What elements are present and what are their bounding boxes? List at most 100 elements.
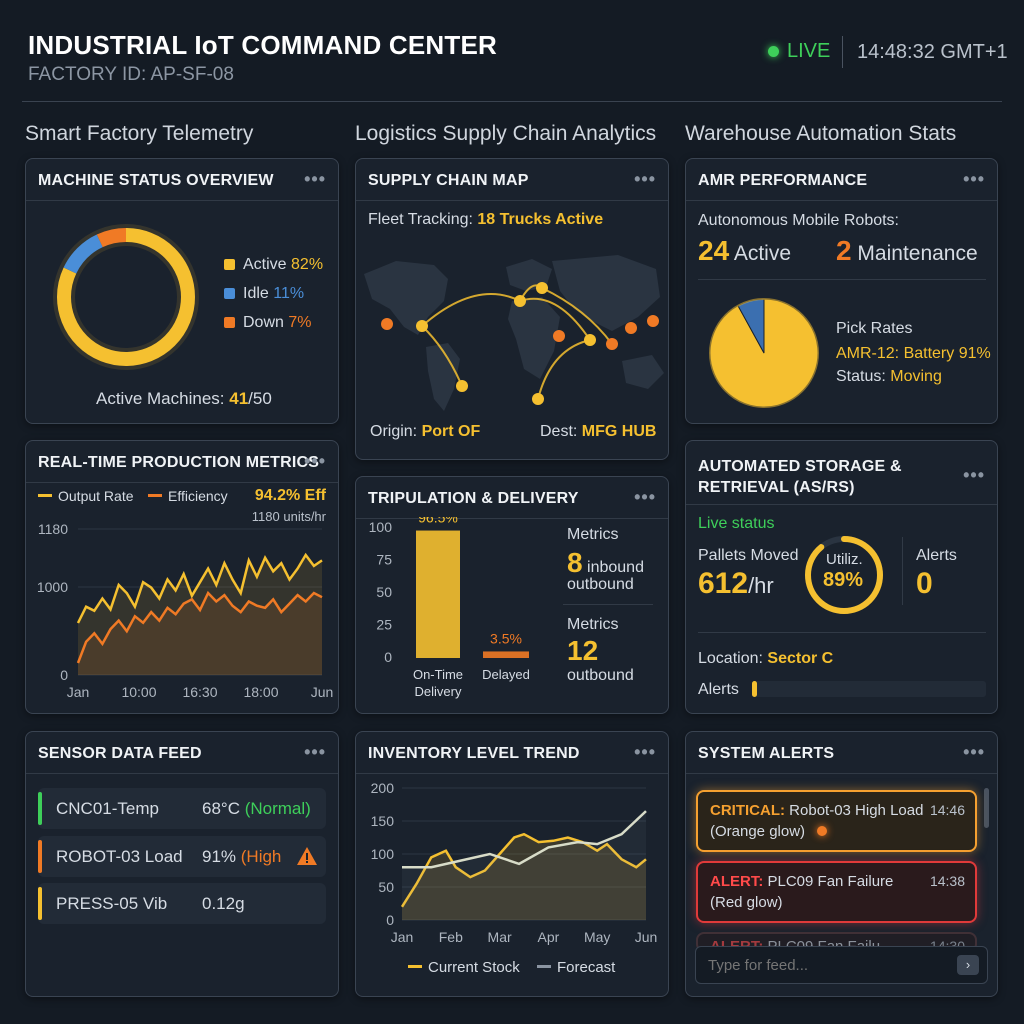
more-options-icon[interactable]: •••: [304, 169, 326, 189]
pick-rates-label: Pick Rates: [836, 320, 913, 337]
production-metrics-panel: REAL-TIME PRODUCTION METRICS ••• Output …: [25, 440, 339, 714]
legend-active: Active 82%: [224, 256, 323, 274]
origin-value: Port OF: [421, 423, 481, 440]
efficiency-value: 94.2% Eff: [254, 487, 326, 504]
inventory-trend-panel: INVENTORY LEVEL TREND ••• 200 150 100 50 0 J…: [355, 731, 669, 997]
utilization-gauge: [805, 536, 883, 614]
legend-label: Down: [243, 314, 284, 331]
series-area-1: [78, 593, 322, 675]
y-tick-label: 0: [384, 649, 392, 665]
legend-efficiency: Efficiency: [148, 488, 228, 504]
sensor-status: (High: [240, 847, 282, 866]
sensor-row[interactable]: CNC01-Temp 68°C (Normal): [38, 788, 326, 829]
series-line-0: [400, 832, 647, 908]
alerts-progress-track: [752, 681, 986, 697]
x-tick-label: Delayed: [482, 667, 530, 682]
more-options-icon[interactable]: •••: [304, 742, 326, 762]
status-bar: [38, 887, 42, 920]
more-options-icon[interactable]: •••: [634, 169, 656, 189]
alert-level: ALERT:: [710, 873, 764, 890]
metrics-label: Metrics: [567, 526, 619, 543]
status-bar: [38, 840, 42, 873]
feed-input[interactable]: ›: [695, 946, 988, 984]
x-tick-label: Delivery: [415, 684, 462, 699]
alert-glow-dot-icon: [817, 826, 828, 836]
y-tick-label: 150: [371, 813, 395, 829]
alert-time: 14:46: [929, 802, 965, 818]
legend-line-icon: [38, 494, 52, 497]
x-tick-label: Apr: [538, 929, 560, 945]
alert-item-critical[interactable]: CRITICAL: Robot-03 High Load (Orange glo…: [696, 790, 977, 852]
feed-input-field[interactable]: [696, 947, 946, 983]
sensor-row[interactable]: ROBOT-03 Load 91% (High: [38, 836, 326, 877]
amr-active-label: Active: [733, 242, 792, 265]
divider: [698, 279, 986, 280]
panel-title: MACHINE STATUS OVERVIEW: [26, 159, 338, 201]
alert-item-fan-failure[interactable]: ALERT: PLC09 Fan Failure (Red glow) 14:3…: [696, 861, 977, 923]
more-options-icon[interactable]: •••: [304, 451, 326, 471]
panel-title: SUPPLY CHAIN MAP: [356, 159, 668, 201]
series-area-current: [402, 834, 646, 920]
y-tick-label: 0: [386, 912, 394, 928]
send-chevron-icon[interactable]: ›: [957, 955, 979, 975]
header-divider: [842, 36, 843, 68]
panel-title: AMR PERFORMANCE: [686, 159, 997, 201]
section-title-logistics: Logistics Supply Chain Analytics: [355, 122, 657, 145]
divider: [902, 537, 903, 605]
legend-label: Current Stock: [428, 959, 520, 976]
series-area-forecast: [402, 811, 646, 920]
section-title-telemetry: Smart Factory Telemetry: [25, 122, 254, 145]
panel-title: SENSOR DATA FEED: [26, 732, 338, 774]
alerts-bar-label: Alerts: [698, 681, 739, 698]
alert-text: PLC09 Fan Failure: [767, 873, 894, 890]
alerts-count: 0: [916, 567, 933, 600]
legend-line-icon: [537, 965, 551, 968]
amr-pie-chart: [709, 298, 819, 408]
production-line-chart: 1180 1000 0 Jan 10:00 16:30 18:00 Jun: [37, 521, 334, 700]
more-options-icon[interactable]: •••: [634, 742, 656, 762]
bar-value-label: 96.5%: [418, 517, 458, 526]
bar-value-label: 3.5%: [490, 630, 522, 646]
bar-0: [416, 530, 460, 658]
x-tick-label: Jun: [311, 684, 334, 700]
series-line-0: [76, 552, 323, 624]
pallets-unit: /hr: [748, 573, 774, 598]
pie-rim: [709, 298, 819, 408]
util-label: Utiliz.: [826, 551, 863, 568]
legend-line-icon: [408, 965, 422, 968]
world-map[interactable]: [356, 239, 669, 419]
more-options-icon[interactable]: •••: [963, 742, 985, 762]
more-options-icon[interactable]: •••: [963, 169, 985, 189]
util-value: 89%: [823, 569, 864, 591]
sensor-row[interactable]: PRESS-05 Vib 0.12g: [38, 883, 326, 924]
legend-label: Output Rate: [58, 488, 134, 504]
legend-label: Idle: [243, 285, 269, 302]
y-tick-label: 200: [371, 780, 395, 796]
live-indicator: LIVE: [768, 40, 830, 63]
more-options-icon[interactable]: •••: [634, 487, 656, 507]
dest-value: MFG HUB: [581, 423, 657, 440]
location-value: Sector C: [767, 650, 834, 667]
delivery-bar-chart: 100 75 50 25 0 96.5% 3.5% On-Time Delivery De…: [369, 517, 530, 699]
outbound-label: outbound: [567, 576, 634, 593]
clock: 14:48:32 GMT+1: [857, 41, 1008, 63]
scrollbar[interactable]: [984, 788, 989, 828]
page-title: INDUSTRIAL IoT COMMAND CENTER: [28, 30, 497, 60]
metrics-label: Metrics: [567, 616, 619, 633]
x-tick-label: Jun: [635, 929, 658, 945]
sensor-value: 0.12g: [202, 894, 245, 913]
active-machines: Active Machines: 41/50: [96, 389, 272, 409]
route-origin: Origin: Port OF: [370, 423, 480, 441]
panel-title-line: RETRIEVAL (AS/RS): [698, 479, 855, 496]
dest-label: Dest:: [540, 423, 578, 440]
fleet-value: 18 Trucks Active: [477, 211, 604, 228]
panel-title: SYSTEM ALERTS: [686, 732, 997, 774]
x-tick-label: 10:00: [121, 684, 156, 700]
more-options-icon[interactable]: •••: [963, 465, 985, 485]
sensor-name: ROBOT-03 Load: [56, 847, 183, 866]
outbound-label: outbound: [567, 667, 634, 684]
amr-subtitle: Autonomous Mobile Robots:: [698, 212, 899, 229]
alert-text: Robot-03 High Load: [789, 802, 924, 819]
legend-swatch: [224, 288, 235, 299]
y-tick-label: 100: [371, 846, 395, 862]
